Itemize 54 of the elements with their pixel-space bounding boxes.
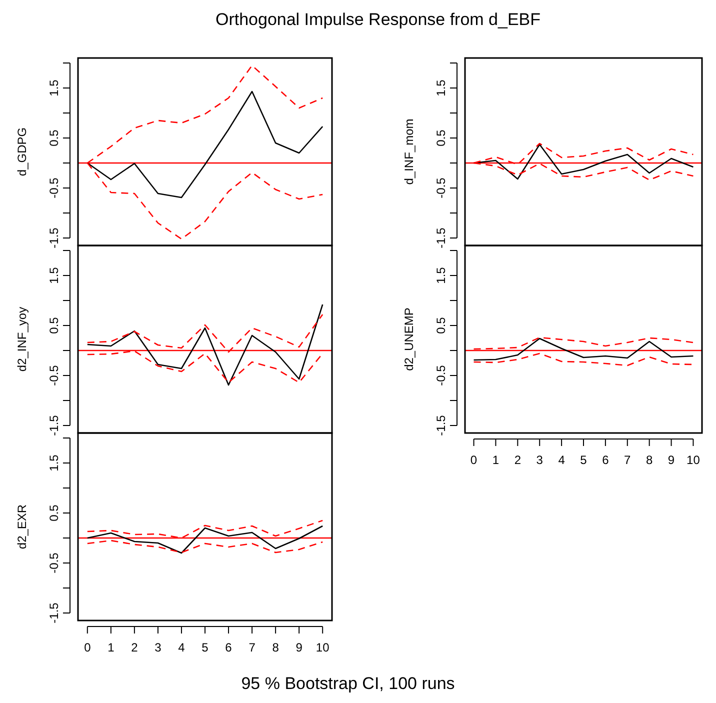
y-tick-label: -1.5 <box>434 227 448 248</box>
x-tick-label: 10 <box>686 453 700 467</box>
x-tick-label: 1 <box>108 640 115 654</box>
y-tick-label: -0.5 <box>47 552 61 574</box>
x-tick-label: 4 <box>178 640 186 654</box>
y-tick-label: 1.5 <box>47 266 61 284</box>
y-tick-label: -0.5 <box>434 177 448 198</box>
y-tick-label: -1.5 <box>47 602 61 624</box>
y-tick-label: -0.5 <box>47 364 61 386</box>
x-tick-label: 2 <box>131 640 138 654</box>
x-tick-label: 3 <box>536 453 544 467</box>
line-series <box>86 90 324 198</box>
x-tick-label: 0 <box>84 640 92 654</box>
y-tick-label: 0.5 <box>47 504 61 522</box>
y-axis-title: d2_EXR <box>15 504 29 550</box>
y-axis-title: d2_UNEMP <box>402 308 416 371</box>
x-tick-label: 10 <box>316 640 330 654</box>
x-tick-label: 3 <box>154 640 162 654</box>
x-tick-label: 9 <box>668 453 675 467</box>
y-axis-title: d2_INF_yoy <box>15 306 29 372</box>
line-series <box>86 525 324 554</box>
x-tick-label: 6 <box>602 453 610 467</box>
x-tick-label: 9 <box>296 640 303 654</box>
y-tick-label: -1.5 <box>47 227 61 248</box>
x-tick-label: 7 <box>248 640 256 654</box>
line-series <box>86 304 324 386</box>
y-tick-label: 0.5 <box>434 129 448 146</box>
y-tick-label: 1.5 <box>434 79 448 96</box>
x-tick-label: 0 <box>470 453 478 467</box>
x-tick-label: 5 <box>202 640 209 654</box>
y-tick-label: 0.5 <box>47 316 61 334</box>
y-tick-label: -1.5 <box>47 414 61 436</box>
y-tick-label: 0.5 <box>434 316 448 334</box>
line-series <box>473 352 694 366</box>
y-axis-title: d_GDPG <box>15 127 29 176</box>
x-tick-label: 2 <box>514 453 522 467</box>
y-tick-label: 1.5 <box>434 266 448 284</box>
line-series <box>473 338 694 361</box>
text: Orthogonal Impulse Response from d_EBF <box>215 10 541 29</box>
x-tick-label: 8 <box>272 640 280 654</box>
x-tick-label: 4 <box>558 453 566 467</box>
y-tick-label: -0.5 <box>47 177 61 198</box>
x-tick-label: 8 <box>646 453 653 467</box>
x-tick-label: 1 <box>492 453 500 467</box>
y-axis-title: d_INF_mom <box>402 118 416 185</box>
y-tick-label: -1.5 <box>434 414 448 436</box>
x-tick-label: 5 <box>580 453 588 467</box>
y-tick-label: -0.5 <box>434 364 448 386</box>
text: 95 % Bootstrap CI, 100 runs <box>241 674 455 693</box>
y-tick-label: 1.5 <box>47 454 61 472</box>
x-tick-label: 7 <box>624 453 632 467</box>
y-tick-label: 1.5 <box>47 79 61 96</box>
y-tick-label: 0.5 <box>47 129 61 146</box>
x-tick-label: 6 <box>225 640 232 654</box>
